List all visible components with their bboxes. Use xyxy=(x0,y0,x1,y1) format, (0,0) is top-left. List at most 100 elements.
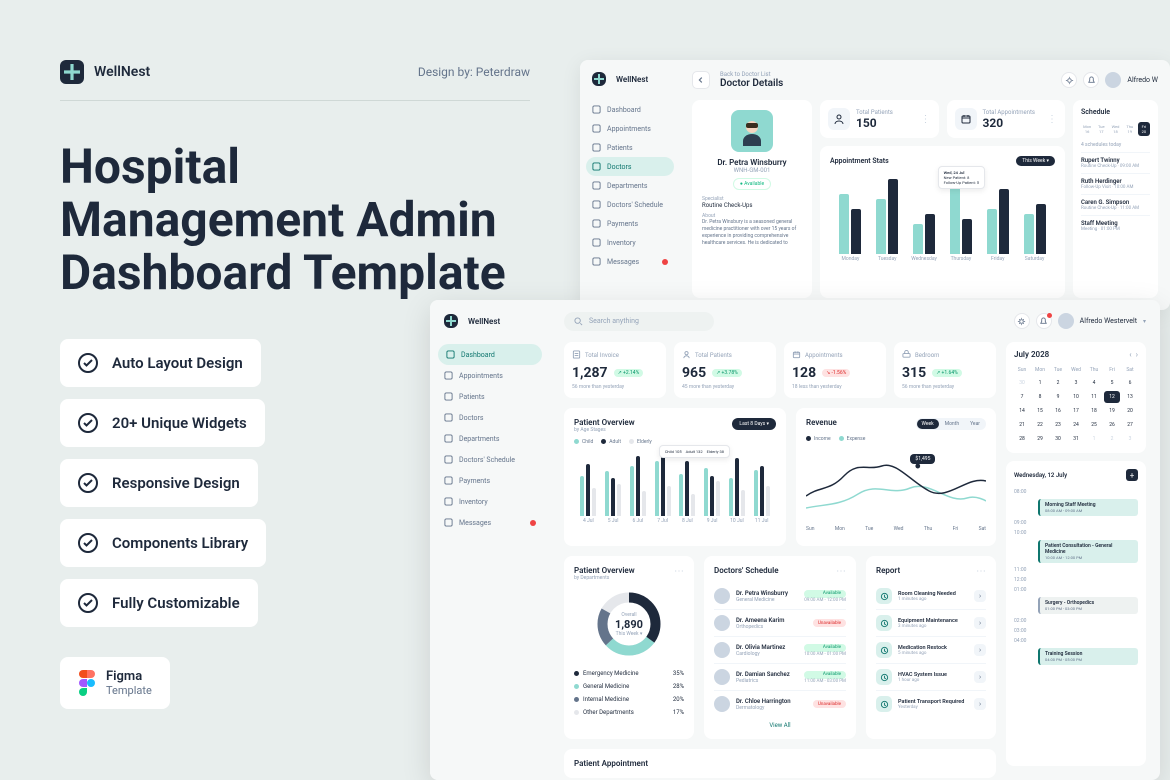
sidebar-item-payments[interactable]: Payments xyxy=(430,470,550,491)
settings-icon[interactable] xyxy=(1014,313,1030,329)
calendar-day[interactable]: 26 xyxy=(1104,419,1120,431)
calendar-day[interactable]: 11 xyxy=(1086,391,1102,403)
calendar-day[interactable]: 7 xyxy=(1014,391,1030,403)
calendar-day[interactable]: 6 xyxy=(1122,377,1138,389)
day-pill[interactable]: Fri20 xyxy=(1138,122,1150,136)
calendar-day[interactable]: 4 xyxy=(1086,377,1102,389)
calendar-day[interactable]: 19 xyxy=(1104,405,1120,417)
segment-option[interactable]: Week xyxy=(917,419,939,429)
calendar-day[interactable]: 14 xyxy=(1014,405,1030,417)
report-item[interactable]: HVAC System Issue1 hour ago› xyxy=(876,664,986,691)
calendar-day[interactable]: 3 xyxy=(1122,433,1138,445)
calendar-day[interactable]: 22 xyxy=(1032,419,1048,431)
day-pill[interactable]: Tue17 xyxy=(1095,122,1107,136)
calendar-day[interactable]: 17 xyxy=(1068,405,1084,417)
calendar-day[interactable]: 12 xyxy=(1104,391,1120,403)
calendar-day[interactable]: 1 xyxy=(1086,433,1102,445)
settings-icon[interactable] xyxy=(1061,72,1077,88)
calendar-day[interactable]: 2 xyxy=(1050,377,1066,389)
sidebar-item-dashboard[interactable]: Dashboard xyxy=(580,100,680,119)
calendar-day[interactable]: 8 xyxy=(1032,391,1048,403)
schedule-item[interactable]: Caren G. SimpsonRoutine Check-Up · 11:00… xyxy=(1081,194,1150,215)
more-icon[interactable]: ⋮ xyxy=(1047,114,1057,125)
calendar-day[interactable]: 15 xyxy=(1032,405,1048,417)
calendar-day[interactable]: 5 xyxy=(1104,377,1120,389)
period-selector[interactable]: This Week ▾ xyxy=(1016,156,1055,166)
sidebar-item-patients[interactable]: Patients xyxy=(580,138,680,157)
doctor-row[interactable]: Dr. Ameena KarimOrthopedicsUnavailable xyxy=(714,610,846,637)
agenda-event[interactable]: Surgery - Orthopedics01:00 PM - 03:00 PM xyxy=(1038,597,1138,614)
calendar-day[interactable]: 20 xyxy=(1122,405,1138,417)
segment-option[interactable]: Month xyxy=(940,419,964,429)
sidebar-item-messages[interactable]: Messages xyxy=(430,512,550,533)
sidebar-item-inventory[interactable]: Inventory xyxy=(580,233,680,252)
calendar-day[interactable]: 10 xyxy=(1068,391,1084,403)
day-pill[interactable]: Wed18 xyxy=(1109,122,1121,136)
calendar-day[interactable]: 2 xyxy=(1104,433,1120,445)
calendar-day[interactable]: 25 xyxy=(1086,419,1102,431)
user-name[interactable]: Alfredo W xyxy=(1127,76,1158,84)
time-segment[interactable]: WeekMonthYear xyxy=(916,418,987,430)
schedule-item[interactable]: Rupert TwinnyRoutine Check-Up · 09:00 AM xyxy=(1081,152,1150,173)
more-icon[interactable]: ⋮ xyxy=(921,114,931,125)
day-pill[interactable]: Mon16 xyxy=(1081,122,1093,136)
sidebar-item-appointments[interactable]: Appointments xyxy=(580,119,680,138)
next-month[interactable]: › xyxy=(1136,350,1138,359)
breadcrumb[interactable]: Back to Doctor List xyxy=(720,71,783,78)
calendar-day[interactable]: 31 xyxy=(1068,433,1084,445)
sidebar-item-payments[interactable]: Payments xyxy=(580,214,680,233)
bell-icon[interactable] xyxy=(1083,72,1099,88)
add-event-button[interactable]: + xyxy=(1126,469,1138,481)
sidebar-item-appointments[interactable]: Appointments xyxy=(430,365,550,386)
report-item[interactable]: Room Cleaning Needed1 minutes ago› xyxy=(876,583,986,610)
calendar-day[interactable]: 24 xyxy=(1068,419,1084,431)
calendar-day[interactable]: 30 xyxy=(1014,377,1030,389)
view-all-link[interactable]: View All xyxy=(769,722,790,729)
sidebar-item-doctors[interactable]: Doctors xyxy=(586,157,674,176)
calendar-day[interactable]: 13 xyxy=(1122,391,1138,403)
calendar-day[interactable]: 29 xyxy=(1032,433,1048,445)
period-selector[interactable]: Last 8 Days ▾ xyxy=(732,418,776,430)
avatar[interactable] xyxy=(1105,72,1121,88)
sidebar-item-departments[interactable]: Departments xyxy=(580,176,680,195)
calendar-day[interactable]: 3 xyxy=(1068,377,1084,389)
agenda-event[interactable]: Training Session04:00 PM - 05:00 PM xyxy=(1038,648,1138,665)
user-name[interactable]: Alfredo Westervelt xyxy=(1080,317,1137,325)
calendar-day[interactable]: 27 xyxy=(1122,419,1138,431)
report-item[interactable]: Patient Transport RequiredYesterday› xyxy=(876,691,986,717)
sidebar-item-doctors-schedule[interactable]: Doctors' Schedule xyxy=(430,449,550,470)
sidebar-item-inventory[interactable]: Inventory xyxy=(430,491,550,512)
schedule-item[interactable]: Ruth HerdingerFollow-Up Visit · 10:00 AM xyxy=(1081,173,1150,194)
sidebar-item-doctors-schedule[interactable]: Doctors' Schedule xyxy=(580,195,680,214)
calendar-day[interactable]: 21 xyxy=(1014,419,1030,431)
day-pill[interactable]: Thu19 xyxy=(1124,122,1136,136)
more-icon[interactable]: ⋯ xyxy=(976,566,986,577)
chevron-down-icon[interactable]: ▾ xyxy=(1143,318,1146,325)
avatar[interactable] xyxy=(1058,313,1074,329)
more-icon[interactable]: ⋯ xyxy=(674,566,684,577)
sidebar-item-departments[interactable]: Departments xyxy=(430,428,550,449)
search-input[interactable]: Search anything xyxy=(564,312,714,331)
bell-icon[interactable] xyxy=(1036,313,1052,329)
agenda-event[interactable]: Patient Consultation - General Medicine1… xyxy=(1038,540,1138,563)
schedule-item[interactable]: Staff MeetingMeeting · 01:00 PM xyxy=(1081,215,1150,236)
sidebar-item-doctors[interactable]: Doctors xyxy=(430,407,550,428)
doctor-row[interactable]: Dr. Petra WinsburryGeneral MedicineAvail… xyxy=(714,583,846,610)
calendar-day[interactable]: 18 xyxy=(1086,405,1102,417)
agenda-event[interactable]: Morning Staff Meeting08:00 AM - 09:00 AM xyxy=(1038,499,1138,516)
back-button[interactable] xyxy=(692,71,710,89)
segment-option[interactable]: Year xyxy=(965,419,985,429)
calendar-day[interactable]: 28 xyxy=(1014,433,1030,445)
report-item[interactable]: Equipment Maintenance3 minutes ago› xyxy=(876,610,986,637)
doctor-row[interactable]: Dr. Damian SanchezPediatricsAvailable11:… xyxy=(714,664,846,691)
more-icon[interactable]: ⋯ xyxy=(836,566,846,577)
calendar-day[interactable]: 1 xyxy=(1032,377,1048,389)
sidebar-item-dashboard[interactable]: Dashboard xyxy=(438,344,542,365)
calendar-day[interactable]: 23 xyxy=(1050,419,1066,431)
doctor-row[interactable]: Dr. Chloe HarringtonDermatologyUnavailab… xyxy=(714,691,846,717)
sidebar-item-patients[interactable]: Patients xyxy=(430,386,550,407)
doctor-row[interactable]: Dr. Olivia MartinezCardiologyAvailable10… xyxy=(714,637,846,664)
calendar-day[interactable]: 16 xyxy=(1050,405,1066,417)
calendar-day[interactable]: 9 xyxy=(1050,391,1066,403)
prev-month[interactable]: ‹ xyxy=(1129,350,1131,359)
